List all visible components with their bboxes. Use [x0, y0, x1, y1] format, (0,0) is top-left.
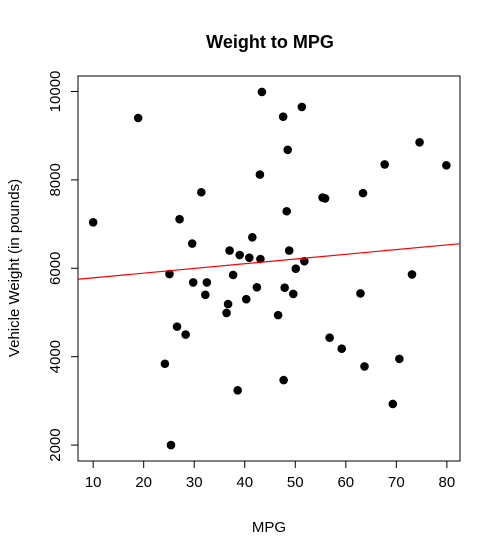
data-point: [225, 246, 234, 255]
data-point: [201, 290, 210, 300]
chart-title: Weight to MPG: [206, 32, 334, 52]
data-point: [228, 270, 238, 280]
data-point: [235, 250, 244, 260]
data-point: [282, 206, 291, 216]
x-tick-label: 30: [186, 474, 203, 491]
data-point: [252, 282, 262, 292]
data-point: [256, 254, 265, 264]
data-point: [358, 188, 368, 198]
data-point: [257, 87, 267, 97]
data-point: [337, 344, 347, 354]
data-point: [291, 264, 301, 274]
data-point: [407, 270, 417, 279]
y-tick-label: 10000: [47, 71, 64, 113]
data-point: [283, 145, 292, 155]
y-tick-label: 4000: [47, 340, 64, 373]
data-point: [223, 299, 233, 309]
data-point: [255, 170, 265, 179]
data-point: [172, 322, 182, 331]
data-point: [244, 253, 254, 262]
y-tick-label: 8000: [47, 163, 64, 196]
y-axis: 2000 4000 6000 8000 10000: [47, 71, 78, 462]
data-point: [356, 289, 365, 298]
data-point: [202, 278, 212, 287]
data-point: [288, 289, 298, 299]
x-tick-label: 10: [85, 474, 102, 491]
data-point: [196, 187, 206, 197]
data-point: [442, 160, 451, 170]
x-tick-label: 60: [337, 474, 354, 491]
data-point: [88, 218, 98, 227]
data-point: [279, 375, 288, 385]
data-point: [273, 310, 283, 320]
data-point: [166, 440, 176, 450]
data-point: [284, 246, 294, 255]
data-point: [181, 330, 190, 339]
plot-frame: [77, 75, 461, 462]
data-point: [133, 113, 143, 123]
data-point: [388, 399, 398, 409]
x-tick-label: 80: [439, 474, 456, 491]
data-point: [360, 362, 369, 371]
data-point: [160, 359, 170, 369]
data-point: [241, 294, 251, 304]
data-point: [188, 278, 198, 287]
data-point: [380, 160, 390, 169]
data-point: [278, 112, 288, 121]
trend-line-group: [77, 243, 461, 280]
x-tick-label: 70: [388, 474, 405, 491]
y-axis-label: Vehicle Weight (in pounds): [6, 179, 23, 357]
data-point: [222, 308, 231, 318]
trend-line: [77, 243, 461, 280]
data-points: [88, 87, 451, 450]
x-axis: 10 20 30 40 50 60 70 80: [85, 461, 455, 491]
data-point: [395, 354, 404, 364]
data-point: [320, 194, 330, 203]
data-point: [187, 239, 197, 248]
data-point: [165, 269, 174, 279]
data-point: [325, 333, 334, 342]
x-tick-label: 20: [135, 474, 152, 491]
x-axis-label: MPG: [252, 519, 286, 536]
data-point: [248, 233, 257, 242]
x-tick-label: 40: [236, 474, 253, 491]
data-point: [175, 214, 184, 224]
data-point: [297, 102, 307, 112]
data-point: [415, 138, 424, 147]
x-tick-label: 50: [287, 474, 304, 491]
data-point: [300, 256, 309, 266]
data-point: [233, 385, 242, 395]
data-point: [280, 283, 289, 293]
y-tick-label: 2000: [47, 428, 64, 461]
y-tick-label: 6000: [47, 252, 64, 285]
